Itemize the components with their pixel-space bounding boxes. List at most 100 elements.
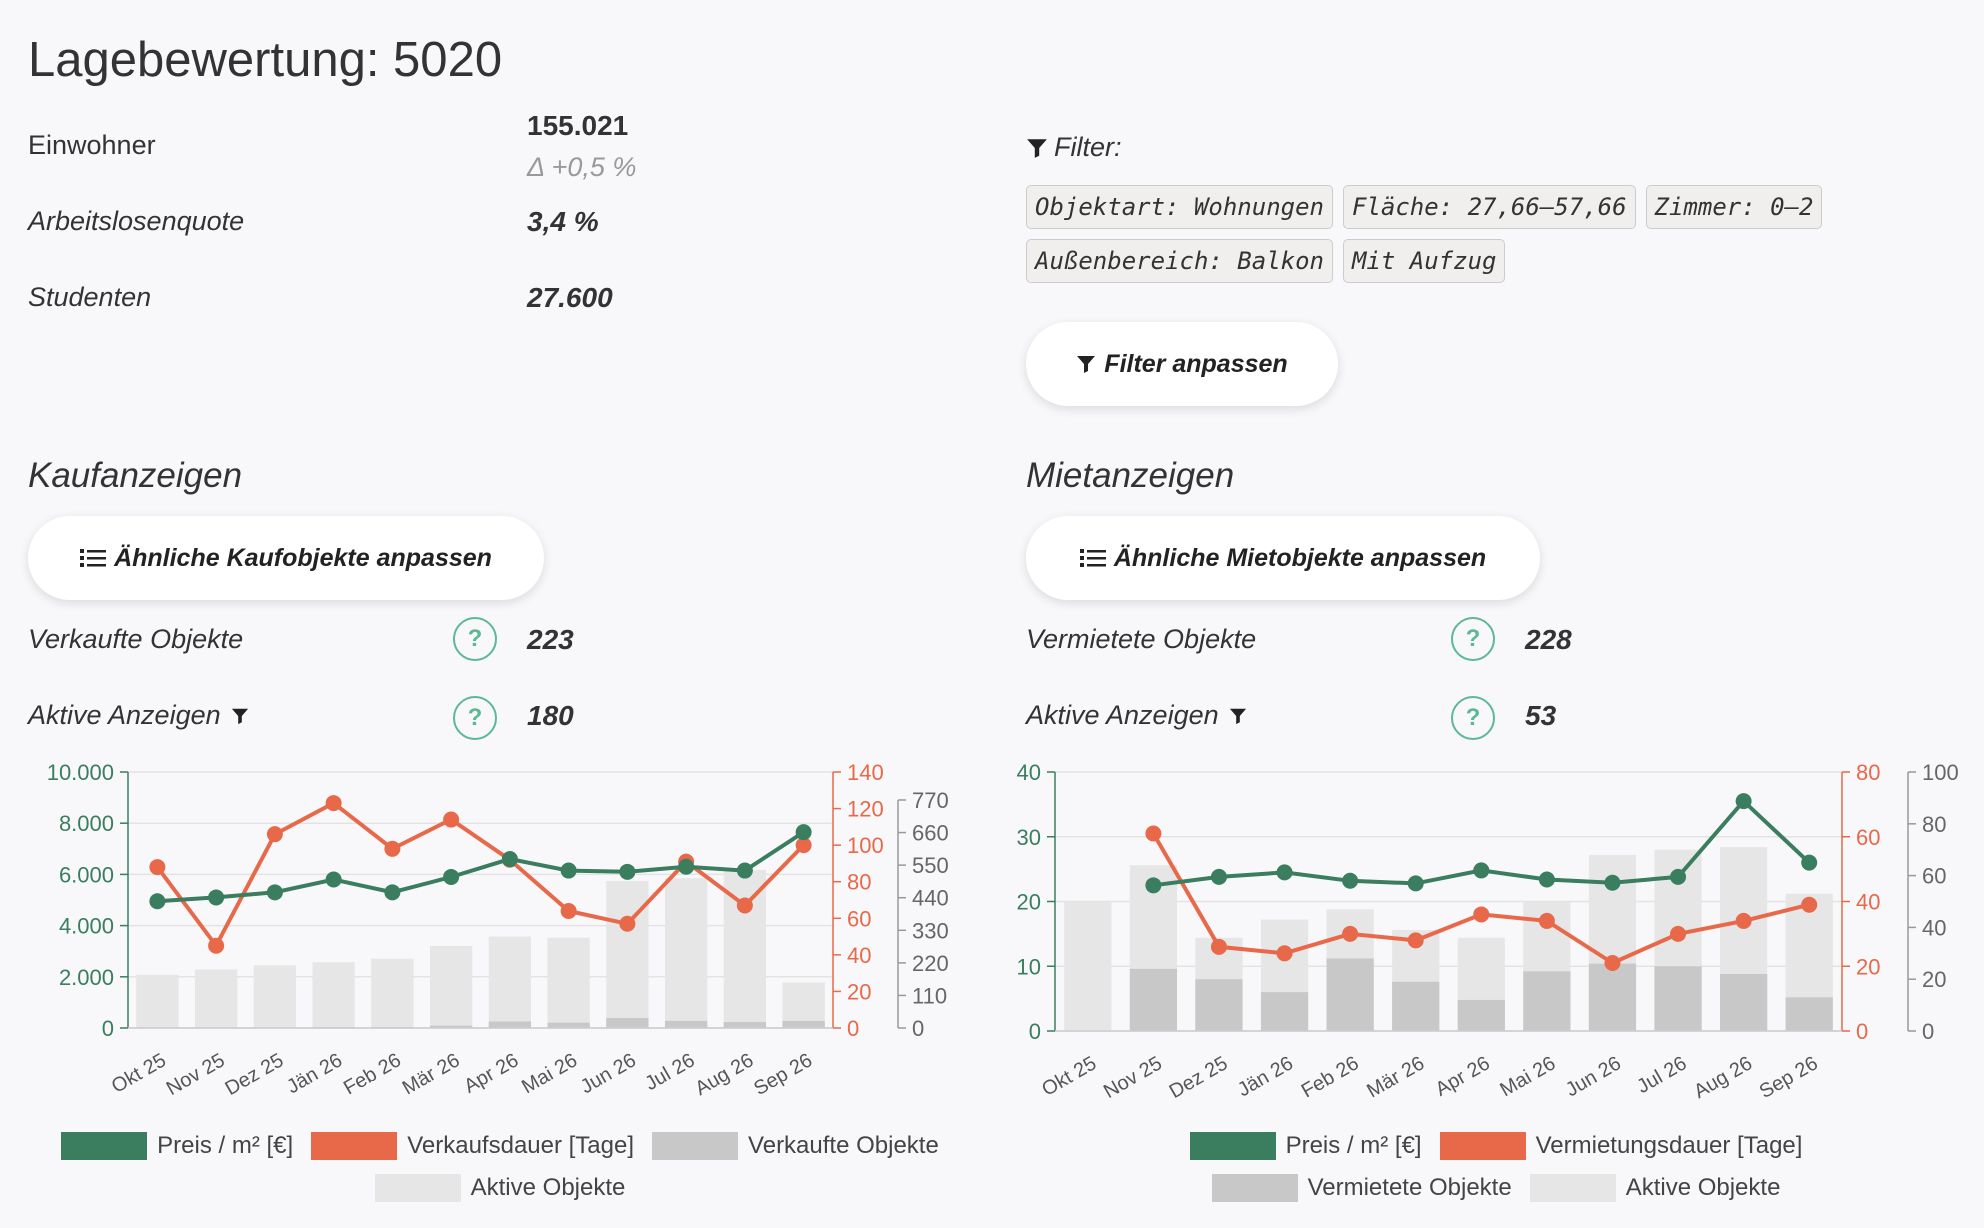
filter-chip-aussenbereich[interactable]: Außenbereich: Balkon xyxy=(1026,239,1333,283)
filter-chip-objektart[interactable]: Objektart: Wohnungen xyxy=(1026,185,1333,229)
filter-icon xyxy=(1077,356,1096,373)
dauer-point xyxy=(1276,945,1293,962)
kauf-legend: Preis / m² [€] Verkaufsdauer [Tage] Verk… xyxy=(40,1132,960,1202)
filter-chip-flaeche[interactable]: Fläche: 27,66–57,66 xyxy=(1342,185,1636,229)
studenten-label: Studenten xyxy=(28,282,152,312)
y-tick-label-right1: 60 xyxy=(847,906,871,931)
kauf-chart: 0 2.000 4.000 6.000 8.000 10.000 0 20 40 60 80 100 1… xyxy=(47,760,949,1100)
filter-chip-zimmer[interactable]: Zimmer: 0–2 xyxy=(1645,185,1823,229)
x-tick-label: Sep 26 xyxy=(1756,1052,1822,1103)
bar-verkaufte-objekte xyxy=(1785,997,1833,1031)
bar-aktive-objekte xyxy=(312,962,355,1028)
filter-adjust-button[interactable]: Filter anpassen xyxy=(1026,322,1338,406)
x-tick-label: Apr 26 xyxy=(1432,1052,1494,1101)
arbeitslosenquote-label: Arbeitslosenquote xyxy=(28,206,245,236)
einwohner-delta: Δ +0,5 % xyxy=(527,152,637,182)
x-tick-label: Feb 26 xyxy=(1298,1052,1363,1102)
page-title: Lagebewertung: 5020 xyxy=(28,33,503,87)
y-tick-label-right2: 40 xyxy=(1922,915,1946,940)
preis-point xyxy=(736,862,753,879)
bar-verkaufte-objekte xyxy=(488,1021,532,1028)
bar-verkaufte-objekte xyxy=(1260,992,1309,1031)
legend-item[interactable]: Aktive Objekte xyxy=(1529,1174,1781,1202)
legend-item[interactable]: Verkaufte Objekte xyxy=(652,1132,939,1160)
legend-label: Preis / m² [€] xyxy=(157,1132,294,1159)
legend-item[interactable]: Vermietungsdauer [Tage] xyxy=(1439,1132,1803,1160)
x-tick-label: Mai 26 xyxy=(518,1049,581,1098)
kauf-adjust-button[interactable]: Ähnliche Kaufobjekte anpassen xyxy=(28,516,544,600)
y-tick-label-right1: 140 xyxy=(847,760,884,785)
legend-label: Verkaufsdauer [Tage] xyxy=(407,1132,635,1159)
preis-point xyxy=(795,824,812,841)
arbeitslosenquote-value: 3,4 % xyxy=(527,206,599,237)
y-tick-label-left: 8.000 xyxy=(59,811,114,836)
einwohner-label: Einwohner xyxy=(28,130,156,160)
legend-swatch-dark xyxy=(1211,1174,1298,1202)
legend-item[interactable]: Aktive Objekte xyxy=(374,1174,625,1202)
legend-label: Vermietungsdauer [Tage] xyxy=(1535,1132,1803,1159)
verkaufte-objekte-text: Verkaufte Objekte xyxy=(28,624,244,654)
y-tick-label-right1: 20 xyxy=(847,979,871,1004)
filter-adjust-label: Filter anpassen xyxy=(1104,349,1288,378)
preis-point xyxy=(1735,793,1752,810)
x-tick-label: Sep 26 xyxy=(750,1049,816,1100)
miet-adjust-button[interactable]: Ähnliche Mietobjekte anpassen xyxy=(1026,516,1540,600)
dauer-point xyxy=(560,902,577,919)
y-tick-label-right1: 60 xyxy=(1856,825,1880,850)
y-tick-label-left: 0 xyxy=(1029,1019,1041,1044)
x-tick-label: Aug 26 xyxy=(691,1049,757,1100)
help-icon[interactable]: ? xyxy=(1451,617,1495,661)
y-tick-label-right1: 100 xyxy=(847,833,884,858)
filter-chips: Objektart: Wohnungen Fläche: 27,66–57,66… xyxy=(1026,185,1906,283)
dauer-point xyxy=(149,859,166,876)
legend-label: Aktive Objekte xyxy=(1625,1174,1781,1201)
preis-point xyxy=(208,889,225,906)
legend-item[interactable]: Preis / m² [€] xyxy=(1189,1132,1422,1160)
legend-item[interactable]: Preis / m² [€] xyxy=(61,1132,293,1160)
filter-chip-aufzug[interactable]: Mit Aufzug xyxy=(1342,239,1506,283)
verkaufte-objekte-value: 223 xyxy=(527,624,574,655)
y-tick-label-left: 10 xyxy=(1017,954,1041,979)
filter-header: Filter: xyxy=(1026,132,1122,163)
x-tick-label: Dez 25 xyxy=(221,1049,287,1100)
x-tick-label: Jul 26 xyxy=(1633,1052,1690,1098)
x-tick-label: Jun 26 xyxy=(577,1049,640,1098)
preis-line xyxy=(157,830,805,904)
dauer-point xyxy=(325,795,342,812)
help-icon[interactable]: ? xyxy=(453,617,497,661)
miet-aktive-anzeigen-value: 53 xyxy=(1525,700,1557,731)
bar-aktive-objekte xyxy=(664,878,708,1028)
legend-swatch-light xyxy=(1529,1174,1616,1202)
list-icon xyxy=(1079,549,1106,567)
y-tick-label-left: 2.000 xyxy=(59,965,114,990)
legend-swatch-green xyxy=(1189,1132,1276,1160)
preis-point xyxy=(501,851,518,868)
x-tick-label: Jän 26 xyxy=(1234,1052,1297,1101)
aktive-anzeigen-label: Aktive Anzeigen xyxy=(28,700,249,731)
einwohner-value: 155.021 xyxy=(527,110,629,141)
dauer-point xyxy=(1538,912,1555,929)
help-icon[interactable]: ? xyxy=(453,696,497,740)
bar-verkaufte-objekte xyxy=(664,1020,708,1028)
y-tick-label-left: 0 xyxy=(102,1016,114,1041)
y-tick-label-right2: 100 xyxy=(1922,760,1959,785)
help-icon[interactable]: ? xyxy=(1451,696,1495,740)
bar-aktive-objekte xyxy=(194,969,238,1028)
bar-verkaufte-objekte xyxy=(1392,981,1440,1031)
legend-item[interactable]: Vermietete Objekte xyxy=(1211,1174,1512,1202)
legend-item[interactable]: Verkaufsdauer [Tage] xyxy=(311,1132,634,1160)
list-icon xyxy=(80,549,107,567)
bar-verkaufte-objekte xyxy=(429,1025,473,1028)
y-tick-label-right1: 80 xyxy=(847,870,871,895)
filter-icon xyxy=(231,708,248,724)
bar-aktive-objekte xyxy=(371,958,414,1028)
x-tick-label: Okt 25 xyxy=(1038,1052,1100,1101)
legend-swatch-dark xyxy=(652,1132,739,1160)
x-tick-label: Mär 26 xyxy=(399,1049,464,1099)
preis-point xyxy=(443,868,460,885)
x-tick-label: Jun 26 xyxy=(1562,1052,1625,1101)
preis-point xyxy=(560,862,577,879)
y-tick-label-right1: 20 xyxy=(1856,954,1880,979)
dauer-point xyxy=(795,837,812,854)
bar-verkaufte-objekte xyxy=(1654,966,1702,1031)
